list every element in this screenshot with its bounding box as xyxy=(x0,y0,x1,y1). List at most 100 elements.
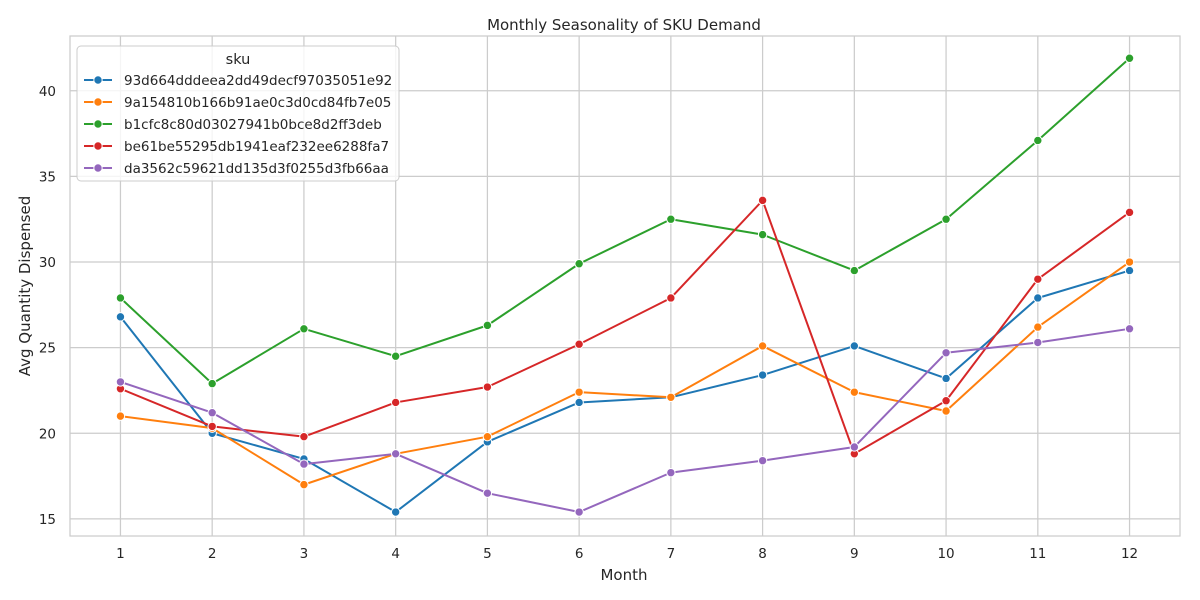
x-tick-label: 7 xyxy=(667,546,676,562)
series-3 xyxy=(115,53,1135,389)
x-tick-label: 12 xyxy=(1121,546,1138,562)
x-tick-label: 11 xyxy=(1029,546,1046,562)
data-point xyxy=(1033,322,1043,332)
series-line xyxy=(119,199,1131,455)
series-layer xyxy=(115,53,1135,517)
data-point xyxy=(666,214,676,224)
data-point xyxy=(482,488,493,498)
data-point xyxy=(757,455,768,466)
legend-label: b1cfc8c80d03027941b0bce8d2ff3deb xyxy=(124,117,382,133)
y-tick-label: 35 xyxy=(39,169,56,185)
data-point xyxy=(941,396,951,406)
data-point xyxy=(299,324,309,334)
x-tick-label: 10 xyxy=(937,546,954,562)
data-point xyxy=(1033,337,1043,348)
legend-items: 93d664dddeea2dd49decf97035051e92 9a154810… xyxy=(84,73,392,177)
data-point xyxy=(1033,274,1043,284)
data-point xyxy=(115,312,126,322)
data-point xyxy=(1124,265,1135,276)
chart-title: Monthly Seasonality of SKU Demand xyxy=(487,16,761,34)
legend-box xyxy=(76,45,400,182)
data-point xyxy=(1124,257,1135,267)
x-tick-label: 6 xyxy=(575,546,584,562)
x-axis-label: Month xyxy=(600,566,647,584)
data-point xyxy=(299,431,309,442)
legend-marker xyxy=(93,163,103,173)
series-5 xyxy=(115,324,1135,517)
data-point xyxy=(849,387,860,397)
data-point xyxy=(941,214,951,224)
legend-marker xyxy=(93,119,103,129)
legend-label: da3562c59621dd135d3f0255d3fb66aa xyxy=(124,161,389,177)
x-tick-label: 4 xyxy=(391,546,400,562)
data-point xyxy=(1033,293,1043,303)
data-point xyxy=(390,397,401,408)
legend-marker xyxy=(93,141,103,151)
data-point xyxy=(941,373,951,384)
data-point xyxy=(482,382,493,392)
data-point xyxy=(482,320,493,331)
data-point xyxy=(1124,207,1135,218)
data-point xyxy=(482,431,493,442)
legend-item: be61be55295db1941eaf232ee6288fa7 xyxy=(84,139,389,155)
y-axis-label: Avg Quantity Dispensed xyxy=(16,196,34,377)
legend-label: 9a154810b166b91ae0c3d0cd84fb7e05 xyxy=(124,95,391,111)
series-line xyxy=(119,57,1131,385)
data-point xyxy=(207,421,217,432)
data-point xyxy=(757,195,768,206)
y-tick-label: 20 xyxy=(39,426,56,442)
x-tick-label: 1 xyxy=(116,546,125,562)
x-tick-label: 2 xyxy=(208,546,217,562)
legend: sku 93d664dddeea2dd49decf97035051e92 9a15… xyxy=(76,45,400,182)
legend-item: 93d664dddeea2dd49decf97035051e92 xyxy=(84,73,392,89)
data-point xyxy=(757,229,768,240)
y-tick-label: 40 xyxy=(39,84,56,100)
data-point xyxy=(849,341,860,351)
data-point xyxy=(1124,53,1135,63)
data-point xyxy=(941,348,951,358)
data-point xyxy=(299,479,309,490)
data-point xyxy=(574,397,584,408)
legend-label: 93d664dddeea2dd49decf97035051e92 xyxy=(124,73,392,89)
series-line xyxy=(119,327,1131,514)
x-tick-label: 5 xyxy=(483,546,492,562)
data-point xyxy=(299,459,309,469)
data-point xyxy=(207,378,217,389)
data-point xyxy=(757,341,768,351)
data-point xyxy=(849,442,860,452)
data-point xyxy=(666,467,676,478)
y-tick-label: 25 xyxy=(39,341,56,357)
data-point xyxy=(574,507,584,517)
legend-item: b1cfc8c80d03027941b0bce8d2ff3deb xyxy=(84,117,382,133)
series-4 xyxy=(115,195,1135,459)
data-point xyxy=(574,387,584,397)
data-point xyxy=(115,411,126,421)
data-point xyxy=(1033,135,1043,146)
data-point xyxy=(1124,324,1135,334)
data-point xyxy=(574,259,584,269)
data-point xyxy=(941,406,951,416)
data-point xyxy=(666,392,676,403)
legend-item: da3562c59621dd135d3f0255d3fb66aa xyxy=(84,161,389,177)
data-point xyxy=(757,370,768,380)
legend-title: sku xyxy=(226,52,251,68)
data-point xyxy=(390,351,401,361)
data-point xyxy=(115,293,126,303)
x-tick-label: 9 xyxy=(850,546,859,562)
legend-marker xyxy=(93,97,103,107)
plot-frame xyxy=(69,35,1181,537)
legend-item: 9a154810b166b91ae0c3d0cd84fb7e05 xyxy=(84,95,391,111)
data-point xyxy=(574,339,584,349)
data-point xyxy=(207,408,217,418)
x-tick-labels: 1 2 3 4 5 6 7 8 9 10 11 12 xyxy=(116,546,1138,562)
data-point xyxy=(666,293,676,303)
legend-marker xyxy=(93,75,103,85)
data-point xyxy=(390,449,401,459)
x-tick-label: 3 xyxy=(300,546,309,562)
data-point xyxy=(849,265,860,276)
y-tick-label: 30 xyxy=(39,255,56,271)
data-point xyxy=(390,507,401,517)
y-tick-labels: 15 20 25 30 35 40 xyxy=(39,84,56,528)
